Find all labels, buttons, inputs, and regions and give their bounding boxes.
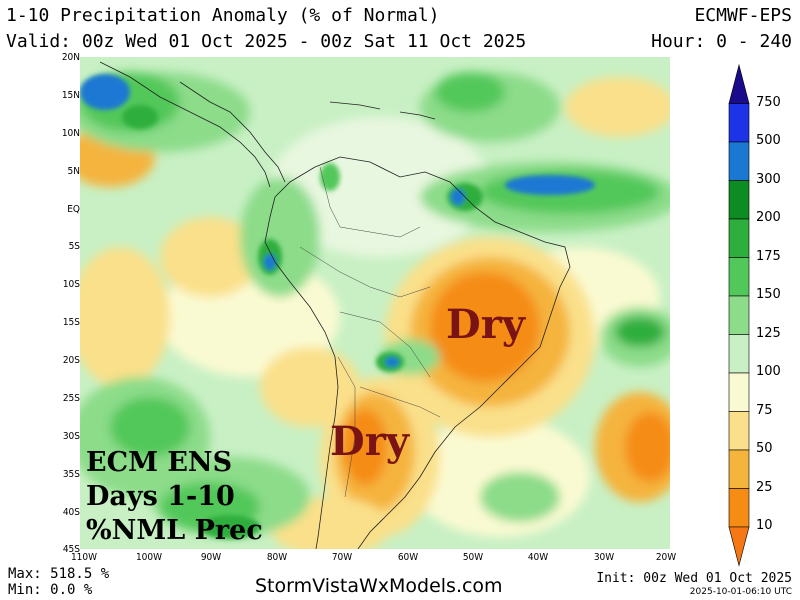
lon-label: 100W	[135, 552, 163, 563]
colorbar-label: 10	[756, 518, 773, 533]
colorbar-segment	[728, 103, 750, 143]
ens-label-line3: %NML Prec	[86, 515, 263, 546]
colorbar-segment	[728, 411, 750, 451]
anomaly-field	[80, 72, 670, 549]
site-watermark: StormVistaWxModels.com	[255, 575, 503, 597]
lon-label: 30W	[593, 552, 615, 563]
lon-label: 70W	[331, 552, 353, 563]
caribbean-islands-east	[399, 111, 436, 120]
forecast-hour-range: Hour: 0 - 240	[651, 31, 792, 52]
colorbar-label: 500	[756, 133, 781, 148]
ens-label-line1: ECM ENS	[86, 447, 233, 478]
colorbar-label: 150	[756, 287, 781, 302]
colorbar-label: 25	[756, 480, 773, 495]
colorbar-label: 125	[756, 326, 781, 341]
min-value: Min: 0.0 %	[8, 582, 93, 598]
lon-label: 90W	[200, 552, 222, 563]
coastlines	[99, 61, 571, 549]
lat-label: EQ	[67, 204, 80, 215]
lon-label: 50W	[462, 552, 484, 563]
colorbar-label: 75	[756, 403, 773, 418]
country-borders	[299, 166, 441, 498]
colorbar	[728, 63, 750, 567]
colorbar-label: 100	[756, 364, 781, 379]
lon-label: 20W	[655, 552, 677, 563]
colorbar-segment	[728, 141, 750, 181]
lon-label: 110W	[70, 552, 98, 563]
lat-label: 15N	[61, 90, 80, 101]
caribbean-islands	[329, 101, 381, 110]
lon-label: 80W	[266, 552, 288, 563]
colorbar-label: 50	[756, 441, 773, 456]
max-value: Max: 518.5 %	[8, 566, 110, 582]
lat-label: 20N	[61, 52, 80, 63]
colorbar-segment	[728, 257, 750, 297]
model-name: ECMWF-EPS	[694, 5, 792, 26]
precip-anomaly-map	[80, 57, 670, 549]
lon-label: 40W	[527, 552, 549, 563]
lat-label: 5N	[67, 166, 80, 177]
lat-label: 5S	[68, 241, 80, 252]
lat-label: 10S	[62, 279, 80, 290]
colorbar-segment	[728, 488, 750, 528]
lat-label: 10N	[61, 128, 80, 139]
lat-label: 15S	[62, 317, 80, 328]
colorbar-label: 750	[756, 95, 781, 110]
colorbar-segment	[728, 180, 750, 220]
central-america-coast	[99, 61, 271, 188]
init-time: Init: 00z Wed 01 Oct 2025	[596, 571, 792, 586]
colorbar-bottom-triangle	[728, 526, 750, 567]
lat-label: 20S	[62, 355, 80, 366]
colorbar-label: 175	[756, 249, 781, 264]
colorbar-segment	[728, 372, 750, 412]
colorbar-segment	[728, 295, 750, 335]
colorbar-label: 300	[756, 172, 781, 187]
dry-label-argentina: Dry	[330, 418, 410, 465]
lat-label: 35S	[62, 469, 80, 480]
ens-label-line2: Days 1-10	[86, 481, 235, 512]
valid-period: Valid: 00z Wed 01 Oct 2025 - 00z Sat 11 …	[6, 31, 527, 52]
colorbar-segment	[728, 218, 750, 258]
lat-label: 45S	[62, 544, 80, 555]
dry-label-brazil: Dry	[446, 301, 526, 348]
lat-label: 30S	[62, 431, 80, 442]
south-america-west-coast	[264, 196, 339, 549]
map-title: 1-10 Precipitation Anomaly (% of Normal)	[6, 5, 440, 26]
colorbar-segment	[728, 334, 750, 374]
heavy-precip-cores	[80, 74, 595, 539]
central-america-coast-north	[179, 81, 286, 183]
colorbar-top-triangle	[728, 63, 750, 104]
colorbar-label: 200	[756, 210, 781, 225]
lon-label: 60W	[397, 552, 419, 563]
lat-label: 25S	[62, 393, 80, 404]
south-america-east-coast	[274, 156, 571, 549]
generated-timestamp: 2025-10-01-06:10 UTC	[689, 587, 792, 597]
colorbar-segment	[728, 449, 750, 489]
lat-label: 40S	[62, 507, 80, 518]
